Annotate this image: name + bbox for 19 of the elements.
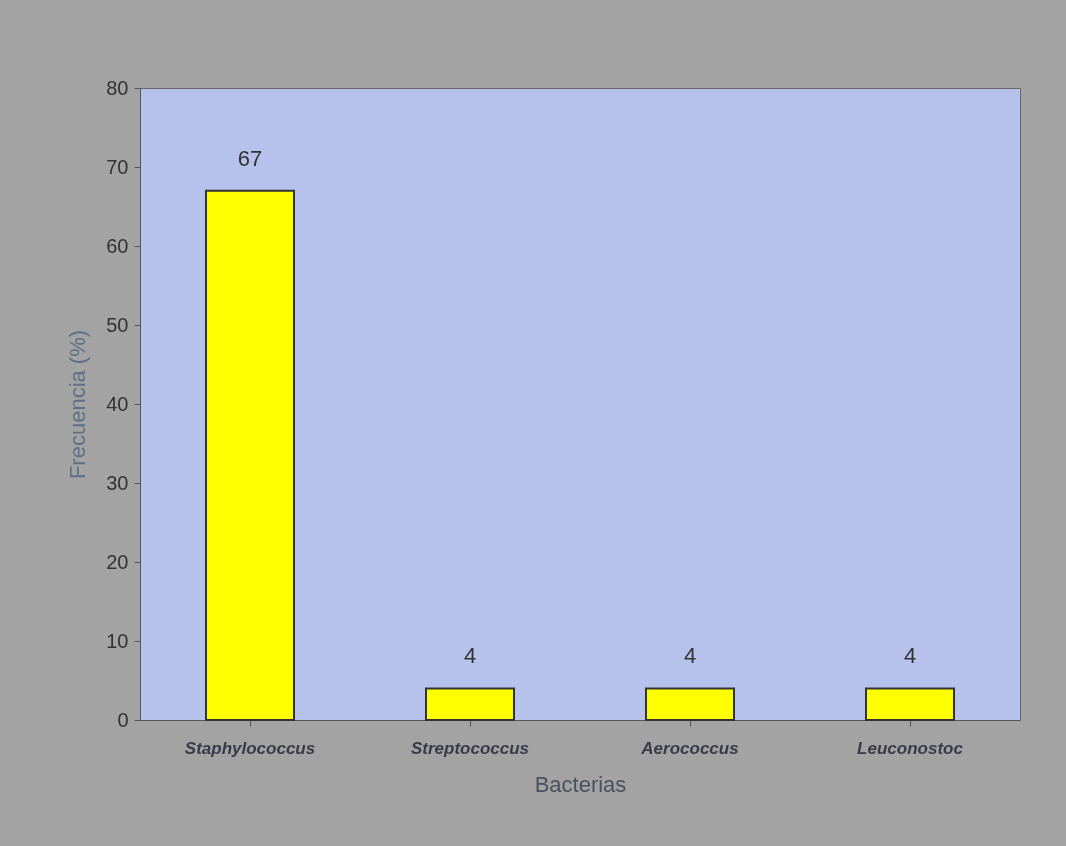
x-axis-title: Bacterias xyxy=(534,771,627,797)
y-tick-label: 70 xyxy=(106,155,129,178)
y-axis-title: Frecuencia (%) xyxy=(65,329,91,480)
x-tick-label: Streptococcus xyxy=(410,738,530,758)
data-label: 4 xyxy=(683,643,697,669)
data-label: 67 xyxy=(237,145,263,171)
y-tick-label: 60 xyxy=(106,234,129,257)
y-tick-label: 40 xyxy=(106,392,129,415)
y-tick-label: 10 xyxy=(106,629,129,652)
x-tick-label: Aerococcus xyxy=(640,738,739,758)
y-tick-label: 20 xyxy=(106,550,129,573)
y-tick-label: 50 xyxy=(106,313,129,336)
y-tick-label: 30 xyxy=(106,471,129,494)
x-tick-label: Leuconostoc xyxy=(857,738,964,758)
y-tick-label: 0 xyxy=(117,708,129,731)
data-label: 4 xyxy=(903,643,917,669)
data-label: 4 xyxy=(463,643,477,669)
y-tick-label: 80 xyxy=(106,76,129,99)
x-tick-label: Staphylococcus xyxy=(184,738,316,758)
